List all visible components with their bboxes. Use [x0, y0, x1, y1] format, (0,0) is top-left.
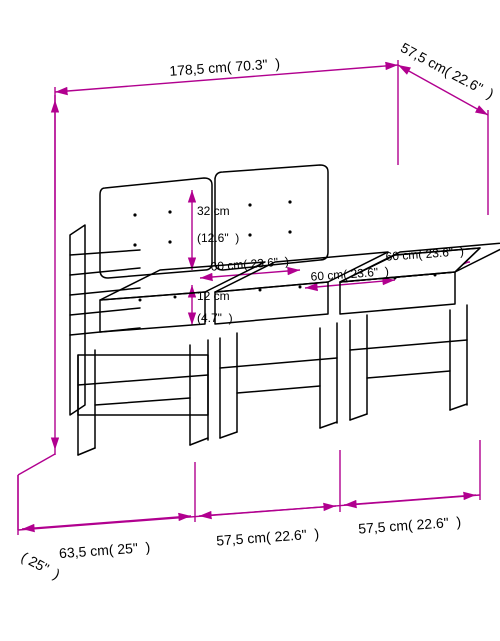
svg-text:60 cm( 23.6" ): 60 cm( 23.6" )	[310, 264, 389, 283]
front-left-in: 25"	[117, 540, 139, 557]
front-mid-cm: 57,5 cm	[216, 529, 267, 548]
furniture-dimension-diagram: 178,5 cm( 70.3" ) 57,5 cm( 22.6" ) 32 cm…	[0, 0, 500, 641]
front-right-cm: 57,5 cm	[358, 517, 409, 536]
back-h-in: 12.6"	[201, 231, 229, 245]
svg-text:57,5 cm( 22.6" ): 57,5 cm( 22.6" )	[358, 513, 462, 536]
seatw1-in: 23.6"	[250, 255, 279, 271]
seatw2-in: 23.6"	[350, 265, 379, 281]
dimension-labels: 178,5 cm( 70.3" ) 57,5 cm( 22.6" ) 32 cm…	[19, 39, 497, 582]
seatw2-cm: 60 cm	[310, 267, 344, 283]
seatw3-cm: 60 cm	[385, 247, 419, 263]
svg-text:(12.6" ): (12.6" )	[197, 231, 239, 245]
svg-text:(4.7" ): (4.7" )	[197, 311, 233, 325]
overall-width-in: 70.3"	[235, 56, 268, 74]
front-mid-in: 22.6"	[274, 526, 307, 544]
furniture-outline	[70, 165, 500, 455]
svg-text:57,5 cm( 22.6" ): 57,5 cm( 22.6" )	[216, 525, 320, 548]
seat-h-cm: 12 cm	[197, 289, 230, 303]
dimension-frame	[0, 60, 488, 535]
svg-text:32 cm: 32 cm	[197, 204, 230, 218]
seatw3-in: 23.6"	[425, 245, 454, 261]
overall-width-cm: 178,5 cm	[169, 59, 228, 79]
side-depth-in: 25"	[26, 553, 52, 577]
seatw1-cm: 60 cm	[210, 257, 244, 273]
svg-text:60 cm( 23.6" ): 60 cm( 23.6" )	[210, 254, 289, 273]
svg-text:12 cm: 12 cm	[197, 289, 230, 303]
svg-text:63,5 cm( 25" ): 63,5 cm( 25" )	[59, 539, 151, 561]
overall-depth-cm: 57,5 cm	[398, 39, 449, 77]
seat-h-in: 4.7"	[201, 311, 222, 325]
front-left-cm: 63,5 cm	[59, 542, 110, 561]
svg-text:( 25" ): ( 25" )	[19, 549, 63, 583]
front-right-in: 22.6"	[416, 514, 449, 532]
back-h-cm: 32 cm	[197, 204, 230, 218]
